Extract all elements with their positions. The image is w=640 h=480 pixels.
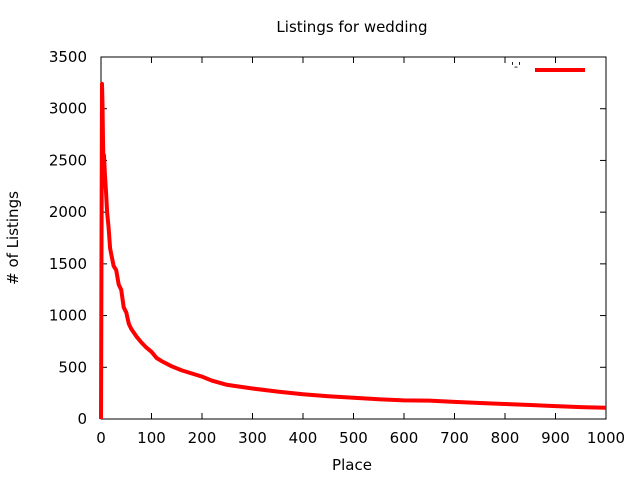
- x-tick-label: 1000: [587, 429, 625, 447]
- y-tick-label: 3000: [49, 100, 87, 118]
- plot-frame: [100, 56, 607, 420]
- y-axis: 0 500 1000 1500 2000 2500 3000 3500: [49, 48, 606, 428]
- x-tick-label: 500: [339, 429, 368, 447]
- y-tick-label: 500: [58, 358, 87, 376]
- x-tick-label: 800: [491, 429, 520, 447]
- chart-title: Listings for wedding: [276, 18, 427, 36]
- x-axis-label: Place: [332, 456, 372, 474]
- x-tick-label: 700: [440, 429, 469, 447]
- y-axis-label: # of Listings: [4, 191, 22, 285]
- x-tick-label: 100: [137, 429, 166, 447]
- x-tick-label: 0: [96, 429, 106, 447]
- legend-label: '-': [511, 60, 521, 73]
- y-tick-label: 0: [77, 410, 87, 428]
- series-layer: [99, 81, 607, 420]
- y-tick-label: 3500: [49, 48, 87, 66]
- x-axis: 0 100 200 300 400 500 600 700 800 900 1000: [96, 57, 625, 447]
- x-tick-label: 400: [289, 429, 318, 447]
- legend: '-': [511, 60, 585, 73]
- y-tick-label: 1000: [49, 307, 87, 325]
- x-tick-label: 600: [390, 429, 419, 447]
- y-tick-label: 2500: [49, 151, 87, 169]
- series-line: [99, 81, 607, 420]
- x-tick-label: 200: [188, 429, 217, 447]
- x-tick-label: 900: [541, 429, 570, 447]
- y-tick-label: 2000: [49, 203, 87, 221]
- y-tick-label: 1500: [49, 255, 87, 273]
- x-tick-label: 300: [238, 429, 267, 447]
